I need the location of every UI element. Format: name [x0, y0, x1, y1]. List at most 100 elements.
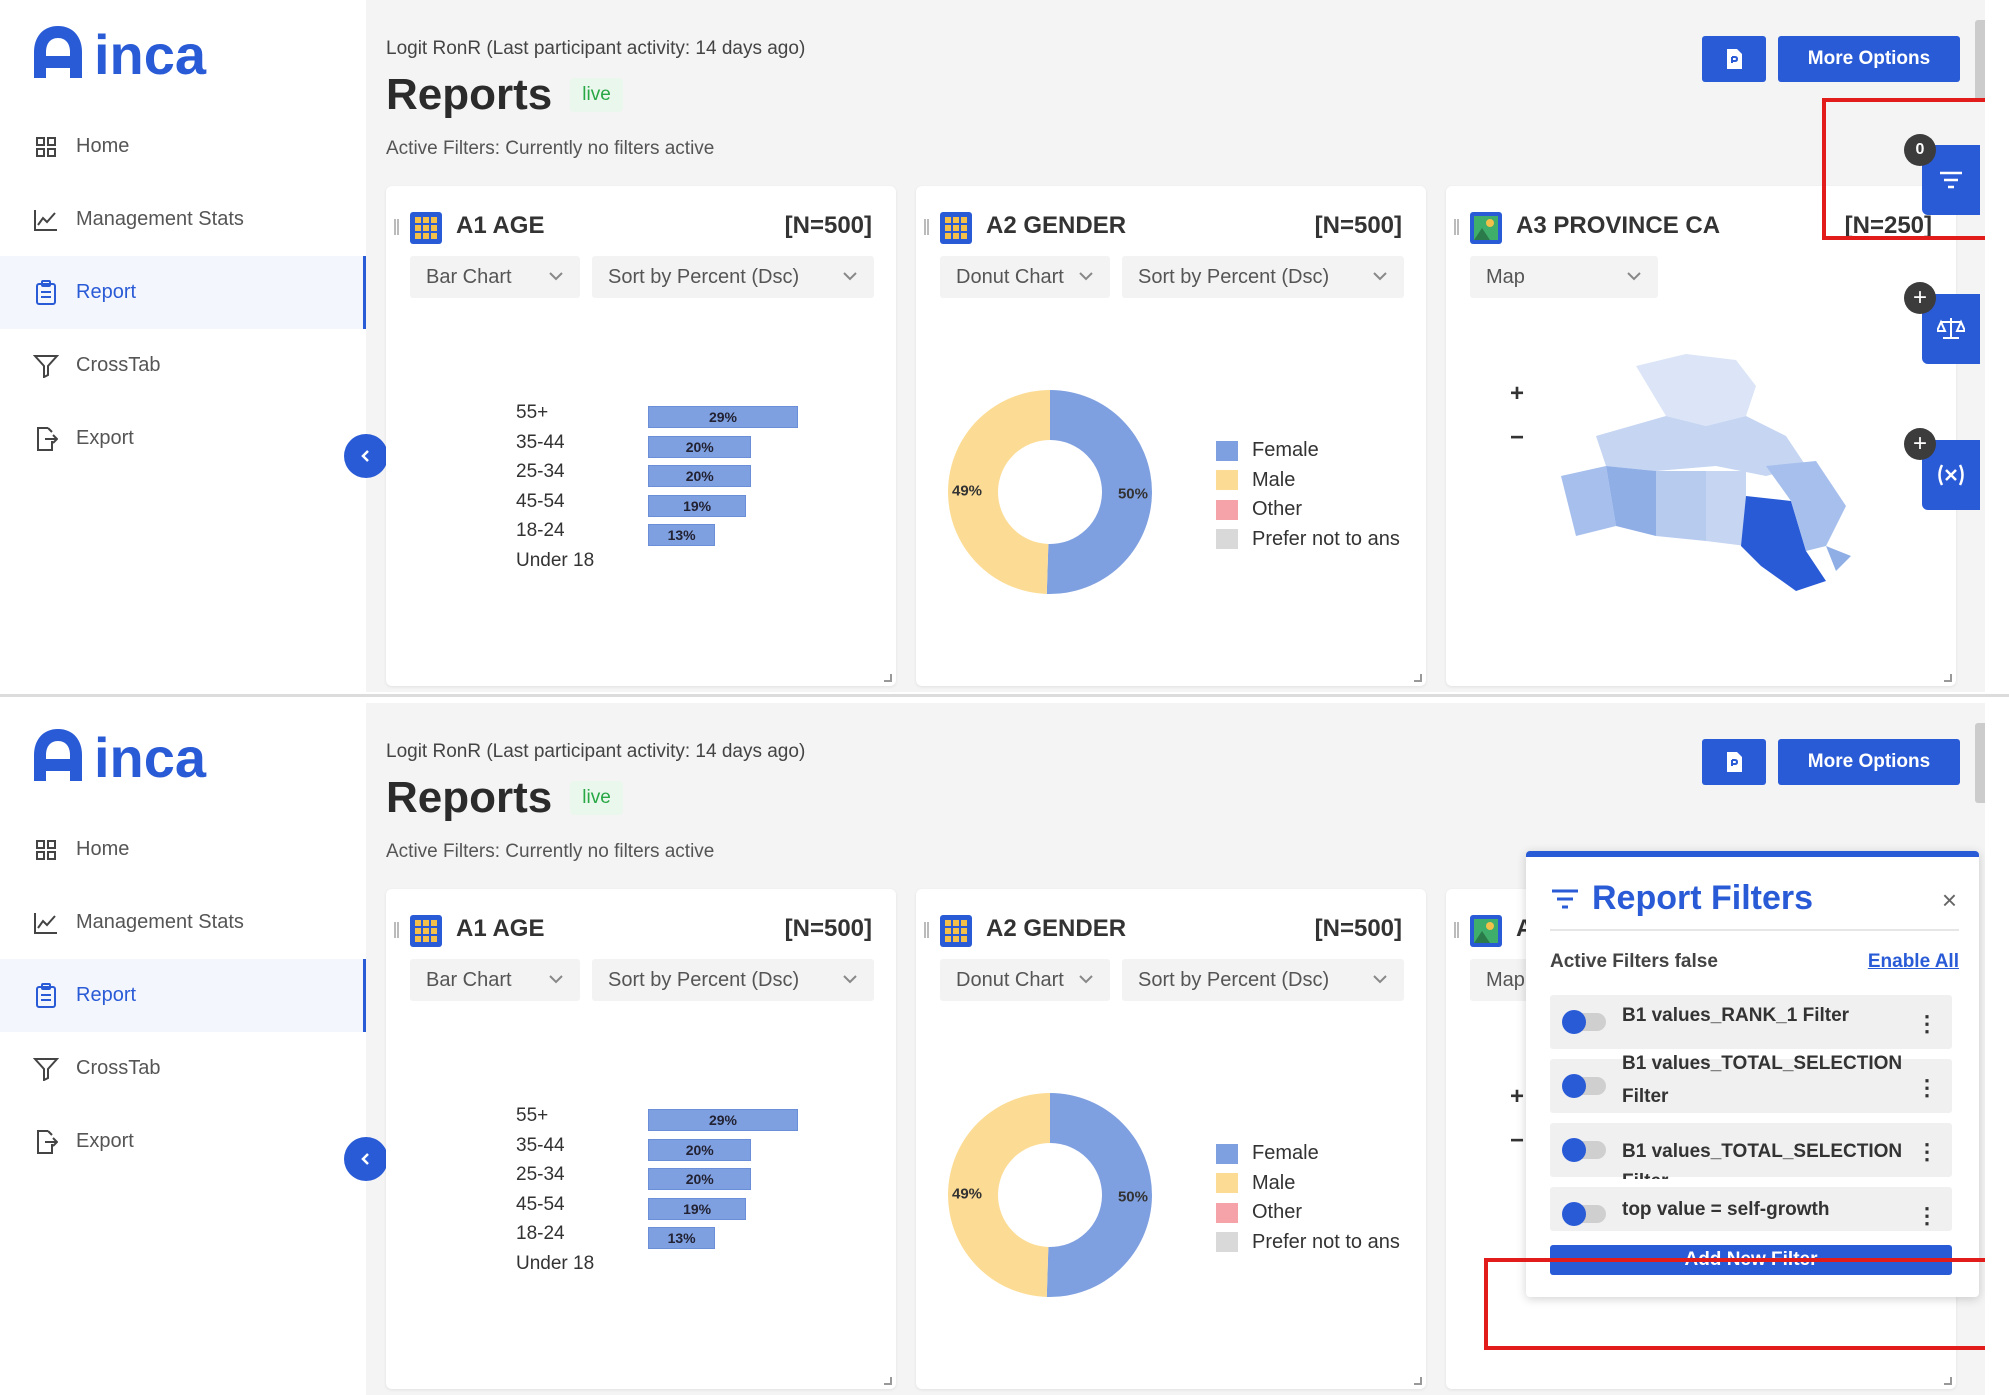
legend-item[interactable]: Female	[1216, 1142, 1406, 1165]
variable-x-icon	[1938, 464, 1964, 486]
resize-handle[interactable]	[884, 674, 892, 682]
legend-label: Prefer not to ans	[1252, 1230, 1400, 1253]
sidebar-item-report[interactable]: Report	[0, 256, 366, 329]
close-icon[interactable]: ×	[1941, 885, 1957, 915]
drag-handle[interactable]	[924, 219, 929, 235]
chart-type-select[interactable]: Bar Chart	[410, 959, 580, 1001]
scrollbar[interactable]	[1975, 723, 1985, 803]
resize-handle[interactable]	[1944, 674, 1952, 682]
bar[interactable]: 13%	[648, 524, 716, 546]
pdf-export-button[interactable]	[1702, 36, 1766, 82]
sidebar-item-label: Report	[76, 281, 137, 303]
sidebar-item-export[interactable]: Export	[0, 402, 366, 475]
bar[interactable]: 20%	[648, 465, 752, 487]
pdf-icon	[1727, 49, 1742, 69]
map-zoom-out-button[interactable]: −	[1510, 424, 1525, 451]
donut-chart: 50% 49%	[947, 390, 1152, 594]
resize-handle[interactable]	[1944, 1377, 1952, 1385]
bar[interactable]: 29%	[648, 1109, 798, 1131]
pdf-export-button[interactable]	[1702, 739, 1766, 785]
filter-row: B1 values_TOTAL_SELECTION Filter ⋮	[1550, 1123, 1952, 1179]
map-zoom-in-button[interactable]: +	[1510, 1083, 1525, 1110]
resize-handle[interactable]	[1414, 674, 1422, 682]
collapse-sidebar-button[interactable]	[344, 434, 388, 478]
project-activity: Logit RonR (Last participant activity: 1…	[386, 741, 806, 762]
filter-toggle[interactable]	[1562, 1074, 1606, 1098]
plus-icon[interactable]: +	[1904, 428, 1936, 460]
filter-toggle[interactable]	[1562, 1202, 1606, 1226]
chart-type-select[interactable]: Donut Chart	[940, 959, 1110, 1001]
chart-type-select[interactable]: Donut Chart	[940, 256, 1110, 298]
sidebar-item-label: Home	[76, 135, 130, 157]
legend-item[interactable]: Prefer not to ans	[1216, 1231, 1406, 1254]
bar[interactable]: 19%	[648, 1197, 747, 1220]
chevron-down-icon	[1079, 975, 1093, 984]
chevron-down-icon	[843, 272, 857, 281]
legend-item[interactable]: Female	[1216, 439, 1406, 462]
legend-item[interactable]: Other	[1216, 498, 1406, 521]
legend-item[interactable]: Male	[1216, 469, 1406, 492]
drag-handle[interactable]	[924, 922, 929, 938]
drag-handle[interactable]	[1454, 922, 1459, 938]
plus-icon[interactable]: +	[1904, 282, 1936, 314]
legend-item[interactable]: Prefer not to ans	[1216, 528, 1406, 551]
more-options-button[interactable]: More Options	[1778, 739, 1960, 785]
report-card-a1-age: A1 AGE [N=500] Bar Chart Sort by Percent…	[386, 889, 896, 1389]
more-options-button[interactable]: More Options	[1778, 36, 1960, 82]
card-title: A2 GENDER	[986, 212, 1127, 239]
donut-slice[interactable]	[947, 390, 1050, 594]
bar[interactable]: 20%	[648, 435, 752, 458]
bar[interactable]: 13%	[648, 1227, 716, 1249]
status-badge: live	[570, 781, 623, 815]
table-grid-icon	[940, 212, 972, 244]
sample-size: [N=500]	[1314, 212, 1402, 239]
chart-type-select[interactable]: Map	[1470, 256, 1658, 298]
legend-item[interactable]: Other	[1216, 1201, 1406, 1224]
donut-slice-label: 49%	[952, 483, 982, 500]
add-new-filter-button[interactable]: Add New Filter	[1550, 1245, 1952, 1275]
resize-handle[interactable]	[884, 1377, 892, 1385]
kebab-menu-icon[interactable]: ⋮	[1916, 1011, 1938, 1036]
sidebar-item-home[interactable]: Home	[0, 813, 366, 886]
sidebar-item-report[interactable]: Report	[0, 959, 366, 1032]
bar[interactable]: 20%	[648, 1138, 752, 1161]
donut-slice[interactable]	[1046, 1093, 1152, 1297]
bar[interactable]: 19%	[648, 494, 747, 517]
sort-select[interactable]: Sort by Percent (Dsc)	[592, 959, 874, 1001]
drag-handle[interactable]	[394, 219, 399, 235]
legend-item[interactable]: Male	[1216, 1172, 1406, 1195]
bar[interactable]: 20%	[648, 1168, 752, 1190]
line-chart-icon	[32, 206, 60, 234]
donut-slice[interactable]	[947, 1093, 1050, 1297]
card-title: A2 GENDER	[986, 915, 1127, 942]
collapse-sidebar-button[interactable]	[344, 1137, 388, 1181]
scale-balance-icon	[1937, 318, 1965, 339]
scrollbar[interactable]	[1975, 20, 1985, 100]
chart-type-select[interactable]: Bar Chart	[410, 256, 580, 298]
drag-handle[interactable]	[394, 922, 399, 938]
sort-select[interactable]: Sort by Percent (Dsc)	[592, 256, 874, 298]
enable-all-link[interactable]: Enable All	[1867, 951, 1959, 972]
sidebar-item-crosstab[interactable]: CrossTab	[0, 329, 366, 402]
filter-toggle[interactable]	[1562, 1010, 1606, 1034]
drag-handle[interactable]	[1454, 219, 1459, 235]
sidebar-nav: Home Management Stats Report CrossTab Ex…	[0, 813, 366, 1178]
sidebar-item-management-stats[interactable]: Management Stats	[0, 183, 366, 256]
map-zoom-in-button[interactable]: +	[1510, 380, 1525, 407]
sidebar-item-export[interactable]: Export	[0, 1105, 366, 1178]
donut-slice[interactable]	[1046, 390, 1152, 594]
kebab-menu-icon[interactable]: ⋮	[1916, 1203, 1938, 1228]
map-zoom-out-button[interactable]: −	[1510, 1127, 1525, 1154]
sort-select[interactable]: Sort by Percent (Dsc)	[1122, 256, 1404, 298]
kebab-menu-icon[interactable]: ⋮	[1916, 1139, 1938, 1164]
bar[interactable]: 29%	[648, 406, 798, 428]
bar-category-label: 55+	[516, 1105, 549, 1126]
sort-select[interactable]: Sort by Percent (Dsc)	[1122, 959, 1404, 1001]
resize-handle[interactable]	[1414, 1377, 1422, 1385]
kebab-menu-icon[interactable]: ⋮	[1916, 1075, 1938, 1100]
sidebar-item-management-stats[interactable]: Management Stats	[0, 886, 366, 959]
sidebar-item-crosstab[interactable]: CrossTab	[0, 1032, 366, 1105]
line-chart-icon	[32, 909, 60, 937]
filter-toggle[interactable]	[1562, 1138, 1606, 1162]
sidebar-item-home[interactable]: Home	[0, 110, 366, 183]
